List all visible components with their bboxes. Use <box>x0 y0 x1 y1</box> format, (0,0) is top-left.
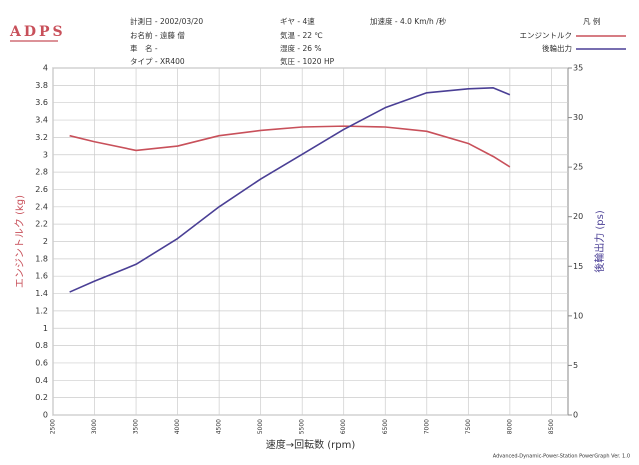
series-line <box>69 87 511 293</box>
header-item: 気圧 - 1020 HP <box>280 56 335 66</box>
y-tick-label: 0.2 <box>35 393 48 402</box>
y-tick-label: 3.4 <box>35 116 48 125</box>
y2-tick-label: 15 <box>573 262 583 271</box>
y-axis-label: エンジントルク (kg) <box>14 195 26 288</box>
x-tick-label: 6500 <box>382 419 389 434</box>
y-tick-label: 1.4 <box>35 289 48 298</box>
x-tick-label: 6000 <box>340 419 347 434</box>
y2-tick-label: 25 <box>573 163 583 172</box>
header-item: 計測日 - 2002/03/20 <box>130 16 203 26</box>
header-item: 気温 - 22 ℃ <box>280 30 323 40</box>
y-tick-label: 0.4 <box>35 376 48 385</box>
legend-title: 凡 例 <box>583 16 600 26</box>
y-tick-label: 2.4 <box>35 202 48 211</box>
brand: ADPS <box>9 24 66 40</box>
y-tick-label: 0.6 <box>35 358 48 367</box>
y-tick-label: 3 <box>43 150 48 159</box>
x-tick-label: 5000 <box>257 419 264 434</box>
x-tick-label: 5500 <box>299 419 306 434</box>
y-tick-label: 1.8 <box>35 254 48 263</box>
x-tick-label: 3000 <box>91 419 98 434</box>
header-item: 車 名 - <box>130 43 158 53</box>
y-tick-label: 2.6 <box>35 185 48 194</box>
y2-tick-label: 35 <box>573 64 583 73</box>
x-tick-label: 2500 <box>50 419 57 434</box>
x-tick-label: 7500 <box>465 419 472 434</box>
y-tick-label: 0.8 <box>35 341 48 350</box>
y-tick-label: 1.2 <box>35 306 48 315</box>
series-line <box>69 125 511 168</box>
x-tick-label: 4500 <box>216 419 223 434</box>
y-tick-label: 0 <box>43 411 48 420</box>
y2-tick-label: 5 <box>573 361 578 370</box>
y-tick-label: 3.2 <box>35 133 48 142</box>
x-tick-label: 8000 <box>506 419 513 434</box>
x-tick-label: 3500 <box>133 419 140 434</box>
y-tick-label: 2 <box>43 237 48 246</box>
y-tick-label: 2.2 <box>35 220 48 229</box>
y2-tick-label: 30 <box>573 113 583 122</box>
y2-axis-label: 後輪出力 (ps) <box>593 210 606 273</box>
header-item: 加速度 - 4.0 Km/h /秒 <box>370 16 447 26</box>
y-tick-label: 3.6 <box>35 98 48 107</box>
x-tick-label: 4000 <box>174 419 181 434</box>
y2-tick-label: 0 <box>573 411 578 420</box>
header-item: 湿度 - 26 % <box>280 43 322 53</box>
footer: Advanced-Dynamic-Power-Station PowerGrap… <box>493 454 630 460</box>
header-item: タイプ - XR400 <box>130 57 185 66</box>
y2-tick-label: 20 <box>573 212 583 221</box>
y-tick-label: 2.8 <box>35 168 48 177</box>
legend-label: 後輪出力 <box>542 43 572 53</box>
y-tick-label: 4 <box>43 64 48 73</box>
y2-tick-label: 10 <box>573 311 583 320</box>
y-tick-label: 3.8 <box>35 81 48 90</box>
y-tick-label: 1.6 <box>35 272 48 281</box>
x-axis-label: 速度→回転数 (rpm) <box>266 438 356 451</box>
x-tick-label: 8500 <box>548 419 555 434</box>
header-item: お名前 - 遠藤 僧 <box>130 30 185 40</box>
legend-label: エンジントルク <box>520 31 573 40</box>
y-tick-label: 1 <box>43 324 48 333</box>
x-tick-label: 7000 <box>423 419 430 434</box>
header-item: ギヤ - 4速 <box>280 17 315 26</box>
